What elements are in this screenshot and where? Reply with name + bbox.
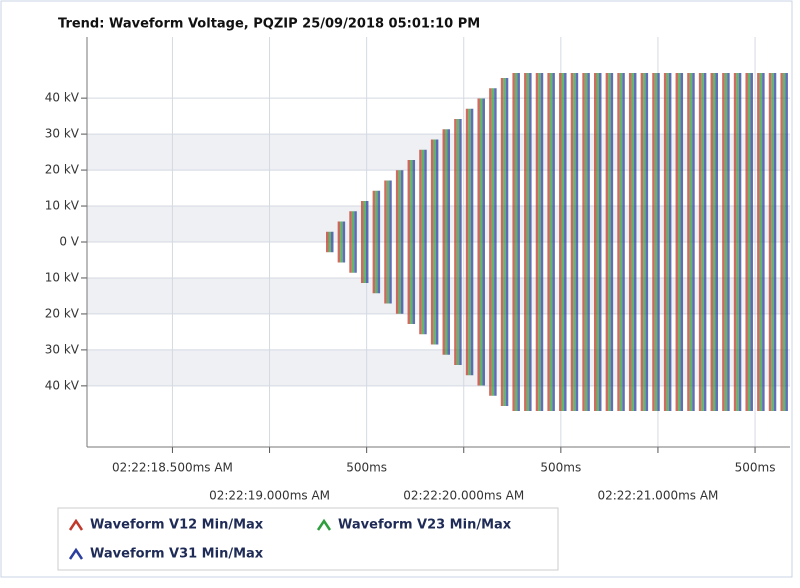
chart-title: Trend: Waveform Voltage, PQZIP 25/09/201… (58, 17, 480, 32)
x-tick-label: 02:22:19.000ms AM (209, 489, 330, 503)
legend-label: Waveform V12 Min/Max (90, 518, 264, 533)
x-tick-label: 500ms (346, 461, 387, 475)
legend-box (57, 507, 559, 571)
y-tick-label: 40 kV (45, 378, 80, 392)
y-tick-label: 20 kV (45, 163, 80, 177)
plot-area (87, 37, 790, 447)
y-tick-label: 40 kV (45, 91, 80, 105)
x-tick-label: 500ms (735, 461, 776, 475)
y-tick-label: 10 kV (45, 270, 80, 284)
y-tick-label: 10 kV (45, 199, 80, 213)
x-tick-label: 500ms (540, 461, 581, 475)
y-tick-label: 20 kV (45, 306, 80, 320)
y-tick-label: 0 V (59, 235, 79, 249)
grid-band (87, 206, 790, 242)
legend-label: Waveform V23 Min/Max (338, 518, 512, 533)
grid-band (87, 134, 790, 171)
y-tick-label: 30 kV (45, 342, 80, 356)
y-tick-label: 30 kV (45, 127, 80, 141)
x-tick-label: 02:22:21.000ms AM (597, 489, 718, 503)
legend-marker (316, 518, 332, 531)
x-tick-label: 02:22:18.500ms AM (112, 461, 233, 475)
legend-marker (68, 547, 84, 560)
grid-band (87, 277, 790, 314)
x-tick-label: 02:22:20.000ms AM (403, 489, 524, 503)
grid-band (87, 349, 790, 386)
legend-label: Waveform V31 Min/Max (90, 547, 264, 562)
legend-marker (68, 518, 84, 531)
